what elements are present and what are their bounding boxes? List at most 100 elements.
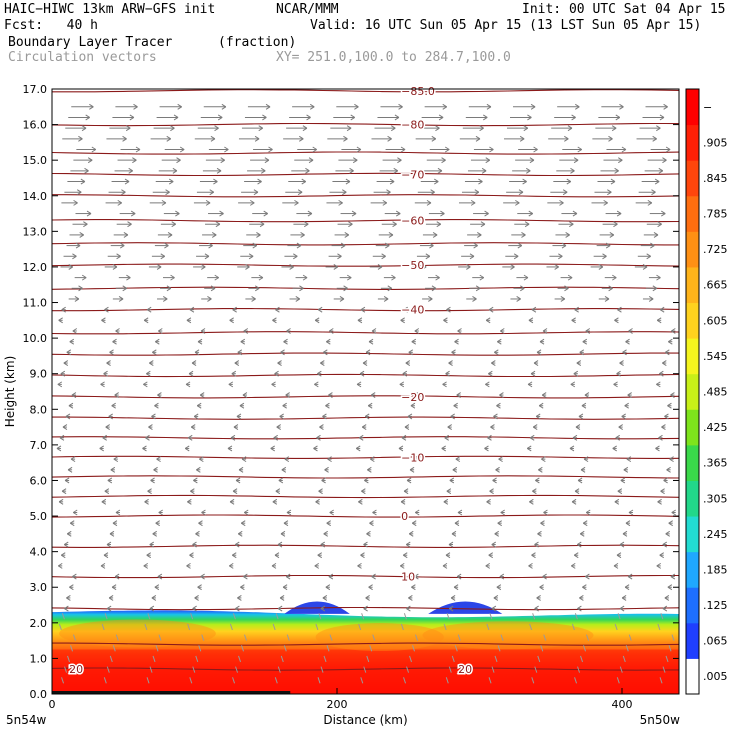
vector-arrowhead: [554, 264, 559, 270]
vector-arrowhead: [671, 509, 676, 516]
colorbar-swatch: [686, 551, 699, 588]
vector-arrowhead: [275, 488, 281, 495]
vector-arrowhead: [451, 349, 456, 356]
vector-arrowhead: [653, 231, 659, 238]
vector-arrowhead: [529, 498, 534, 505]
vector-arrowhead: [321, 477, 326, 484]
vector-arrowhead: [344, 231, 350, 238]
vector-arrowhead: [297, 189, 303, 196]
vector-arrowhead: [454, 520, 460, 527]
vector-arrowhead: [450, 413, 455, 420]
vector-arrowhead: [621, 413, 626, 420]
vector-arrowhead: [666, 466, 671, 473]
colorbar-label: .185: [703, 563, 728, 576]
vector-arrowhead: [185, 381, 191, 388]
vector-arrowhead: [671, 328, 676, 334]
vector-arrowhead: [337, 253, 342, 260]
vector-arrowhead: [562, 189, 568, 196]
vector-arrow: [660, 613, 664, 620]
contour-label: −60: [401, 215, 424, 228]
vector-arrowhead: [79, 231, 84, 238]
vector-arrowhead: [536, 349, 542, 356]
vector-arrowhead: [325, 584, 331, 591]
y-tick-label: 5.0: [30, 510, 48, 523]
vector-arrowhead: [576, 541, 582, 548]
vector-arrowhead: [411, 520, 417, 527]
vector-arrowhead: [543, 509, 548, 516]
vector-arrowhead: [438, 114, 444, 121]
vector-arrowhead: [245, 264, 250, 270]
vector-arrowhead: [491, 360, 496, 366]
vector-arrowhead: [194, 594, 199, 601]
vector-arrowhead: [662, 360, 667, 366]
vector-arrowhead: [657, 221, 662, 228]
vector-arrowhead: [577, 477, 583, 484]
vector-arrow: [286, 634, 290, 641]
vector-arrowhead: [455, 456, 461, 463]
vector-arrowhead: [346, 274, 352, 281]
temperature-contour: [52, 89, 679, 93]
vector-arrowhead: [499, 573, 505, 580]
x-tick-label: 200: [327, 698, 348, 711]
vector-arrowhead: [659, 114, 665, 121]
vector-arrowhead: [116, 253, 121, 260]
vector-arrowhead: [322, 594, 328, 601]
vector-arrowhead: [540, 520, 545, 527]
vector-arrowhead: [539, 338, 545, 345]
vector-arrow: [195, 655, 199, 663]
vector-arrowhead: [221, 103, 227, 110]
vector-arrowhead: [58, 498, 64, 505]
contour-label: −40: [401, 304, 424, 317]
vector-arrowhead: [122, 285, 127, 292]
vector-arrowhead: [234, 360, 240, 366]
vector-arrowhead: [348, 221, 353, 228]
vector-arrowhead: [262, 114, 267, 121]
vector-arrowhead: [361, 488, 366, 495]
vector-arrowhead: [527, 381, 533, 388]
vector-arrowhead: [343, 285, 348, 292]
vector-arrowhead: [284, 456, 290, 463]
vector-arrowhead: [193, 477, 198, 484]
vector-arrow: [109, 655, 113, 663]
colorbar-swatch: [686, 160, 699, 197]
vector-arrowhead: [574, 103, 580, 110]
vector-arrowhead: [491, 541, 497, 548]
temperature-contour: [52, 122, 679, 127]
vector-arrowhead: [431, 285, 437, 292]
vector-arrowhead: [360, 306, 366, 313]
vector-arrowhead: [569, 445, 575, 452]
vector-arrow: [489, 613, 493, 620]
vector-arrowhead: [521, 231, 526, 238]
vector-arrowhead: [381, 253, 386, 260]
temperature-contour: [52, 263, 679, 267]
vector-arrowhead: [289, 264, 294, 270]
vector-arrowhead: [625, 338, 630, 345]
vector-arrow: [534, 666, 538, 673]
vector-arrowhead: [164, 242, 169, 249]
vector-arrowhead: [389, 178, 395, 185]
vector-arrowhead: [74, 296, 80, 302]
vector-arrow: [67, 655, 71, 663]
vector-arrowhead: [238, 466, 244, 473]
vector-arrow: [488, 677, 492, 684]
vector-arrowhead: [646, 253, 651, 260]
vector-arrowhead: [528, 562, 533, 569]
vector-arrowhead: [443, 317, 448, 324]
org-label: NCAR/MMM: [276, 2, 339, 17]
vector-arrowhead: [101, 317, 106, 324]
vector-arrowhead: [294, 199, 299, 206]
vector-arrowhead: [156, 456, 161, 463]
vector-arrowhead: [233, 424, 239, 431]
vector-arrowhead: [316, 434, 321, 441]
vector-arrow: [61, 677, 65, 684]
vector-arrowhead: [408, 594, 413, 601]
vector-arrowhead: [81, 274, 87, 281]
vector-arrowhead: [496, 584, 502, 591]
vector-arrowhead: [100, 381, 105, 388]
vector-arrowhead: [276, 424, 281, 431]
vector-arrowhead: [569, 221, 574, 228]
vector-arrowhead: [435, 125, 440, 132]
vector-arrowhead: [158, 509, 163, 516]
vector-arrowhead: [80, 178, 86, 185]
vector-arrowhead: [149, 360, 154, 366]
